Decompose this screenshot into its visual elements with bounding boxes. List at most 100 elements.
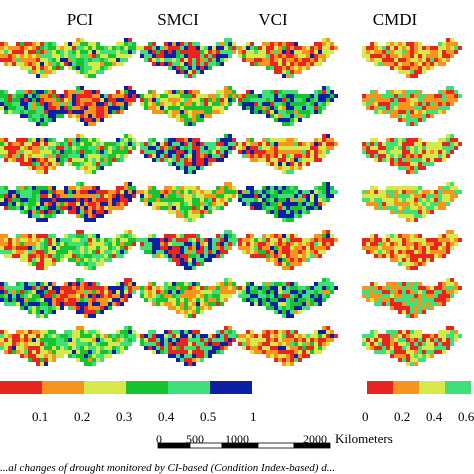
map-pixel [266,302,270,306]
map-pixel [80,58,84,62]
map-pixel [84,258,88,262]
map-pixel [128,282,132,286]
map-pixel [410,314,414,318]
map-pixel [228,342,232,346]
map-pixel [68,238,72,242]
map-pixel [254,202,258,206]
map-pixel [160,246,164,250]
map-pixel [414,74,418,78]
map-pixel [144,102,148,106]
map-pixel [148,54,152,58]
map-pixel [450,42,454,46]
map-pixel [44,298,48,302]
map-pixel [422,158,426,162]
map-pixel [44,242,48,246]
map-pixel [378,106,382,110]
map-pixel [286,310,290,314]
map-pixel [72,254,76,258]
map-pixel [306,286,310,290]
map-pixel [274,94,278,98]
map-pixel [188,190,192,194]
map-pixel [20,258,24,262]
map-pixel [168,114,172,118]
map-pixel [232,138,236,142]
map-pixel [188,74,192,78]
map-pixel [52,302,56,306]
map-pixel [322,290,326,294]
map-pixel [208,350,212,354]
map-pixel [132,330,136,334]
map-pixel [92,254,96,258]
map-pixel [48,334,52,338]
map-pixel [60,150,64,154]
map-pixel [188,58,192,62]
map-pixel [208,154,212,158]
map-pixel [96,198,100,202]
map-pixel [144,338,148,342]
map-pixel [32,206,36,210]
map-pixel [274,42,278,46]
map-pixel [8,198,12,202]
map-pixel [28,158,32,162]
map-pixel [298,70,302,74]
map-pixel [398,46,402,50]
map-pixel [318,54,322,58]
map-pixel [0,146,4,150]
map-pixel [72,58,76,62]
map-pixel [128,138,132,142]
map-pixel [104,162,108,166]
map-pixel [438,98,442,102]
map-pixel [450,146,454,150]
map-pixel [28,118,32,122]
map-pixel [68,294,72,298]
map-pixel [52,310,56,314]
map-pixel [446,250,450,254]
map-pixel [294,262,298,266]
map-pixel [32,90,36,94]
map-pixel [410,218,414,222]
map-pixel [24,146,28,150]
map-pixel [200,102,204,106]
map-pixel [224,106,228,110]
map-pixel [100,342,104,346]
map-pixel [44,166,48,170]
map-pixel [0,90,4,94]
map-pixel [196,290,200,294]
map-pixel [204,294,208,298]
map-pixel [156,158,160,162]
map-pixel [414,90,418,94]
map-pixel [124,190,128,194]
map-pixel [100,106,104,110]
map-pixel [212,250,216,254]
map-pixel [92,310,96,314]
map-pixel [250,46,254,50]
map-pixel [208,102,212,106]
map-pixel [92,154,96,158]
map-pixel [196,158,200,162]
map-pixel [20,150,24,154]
map-pixel [0,242,4,246]
map-pixel [246,330,250,334]
map-pixel [68,142,72,146]
map-pixel [204,154,208,158]
map-pixel [112,298,116,302]
map-pixel [386,294,390,298]
map-pixel [208,158,212,162]
map-pixel [390,254,394,258]
map-pixel [298,246,302,250]
map-pixel [204,302,208,306]
map-pixel [180,286,184,290]
map-pixel [80,354,84,358]
map-pixel [286,234,290,238]
map-pixel [56,342,60,346]
map-pixel [28,70,32,74]
map-pixel [160,58,164,62]
map-pixel [366,294,370,298]
map-pixel [108,106,112,110]
map-pixel [402,290,406,294]
map-pixel [100,250,104,254]
map-pixel [200,50,204,54]
map-pixel [28,242,32,246]
map-pixel [418,50,422,54]
map-pixel [430,102,434,106]
